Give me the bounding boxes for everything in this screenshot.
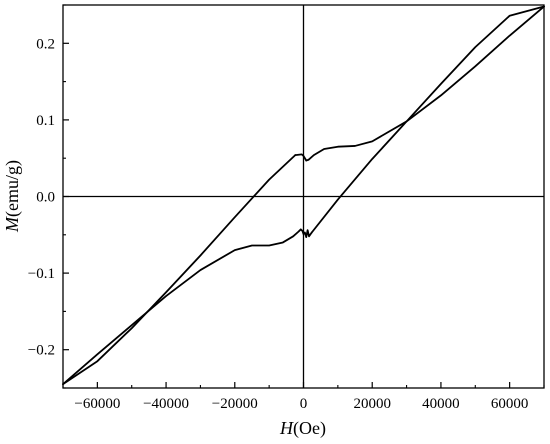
hysteresis-branch	[62, 154, 297, 386]
x-tick-label: −60000	[74, 396, 120, 412]
hysteresis-branch	[305, 5, 545, 162]
hysteresis-curves	[62, 5, 545, 386]
hysteresis-branch	[299, 228, 313, 238]
y-axis-unit: (emu/g)	[2, 160, 23, 217]
x-tick-label: 60000	[491, 396, 529, 412]
y-tick-label: 0.2	[36, 36, 55, 52]
x-axis-label: H(Oe)	[279, 418, 326, 439]
y-tick-label: −0.2	[28, 343, 55, 359]
hysteresis-branch	[62, 228, 302, 386]
y-tick-label: −0.1	[28, 266, 55, 282]
hysteresis-branch	[310, 5, 545, 234]
hysteresis-branch	[294, 153, 308, 162]
x-tick-label: 0	[300, 396, 308, 412]
x-axis-unit: (Oe)	[293, 418, 326, 439]
y-tick-label: 0.0	[36, 190, 55, 206]
x-tick-label: −20000	[212, 396, 258, 412]
x-axis-variable: H	[279, 418, 294, 438]
y-axis-label: M(emu/g)	[2, 160, 23, 233]
y-tick-label: 0.1	[36, 113, 55, 129]
y-axis-variable: M	[2, 216, 22, 233]
x-tick-label: −40000	[143, 396, 189, 412]
axis-ticks	[62, 4, 545, 389]
tick-labels: −60000 −40000 −20000 0 20000 40000 60000 −0.2 −0…	[28, 36, 529, 412]
x-tick-label: 40000	[422, 396, 460, 412]
x-tick-label: 20000	[353, 396, 391, 412]
